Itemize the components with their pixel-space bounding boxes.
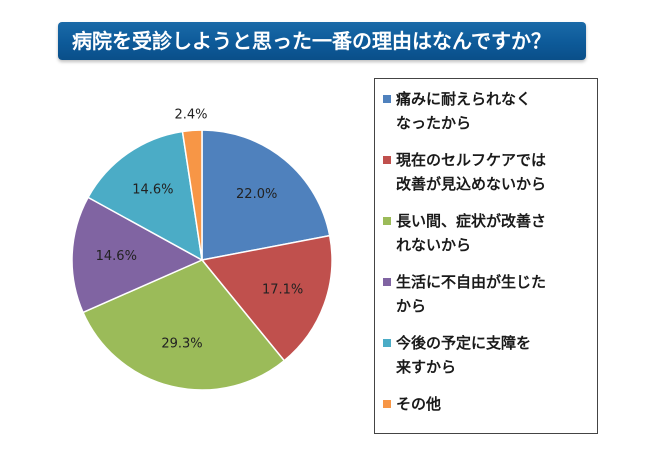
pie-slice — [82, 259, 286, 391]
legend-swatch — [383, 339, 391, 347]
pie-slice — [181, 129, 203, 261]
legend-item: 長い間、症状が改善さ れないから — [383, 209, 591, 257]
slice-value-label: 17.1% — [262, 282, 303, 297]
pie-slice — [87, 130, 203, 262]
legend-label-line: 改善が見込めないから — [396, 175, 547, 193]
legend-label-line: 生活に不自由が生じた — [396, 273, 547, 291]
legend-label-line: から — [396, 297, 427, 315]
legend-item: 生活に不自由が生じた から — [383, 270, 591, 318]
legend-item: 現在のセルフケアでは 改善が見込めないから — [383, 148, 591, 196]
slice-value-label: 2.4% — [174, 107, 207, 122]
legend-swatch — [383, 400, 391, 408]
slice-value-label: 14.6% — [132, 183, 173, 198]
legend-item: その他 — [383, 392, 591, 416]
legend-label: 長い間、症状が改善さ れないから — [396, 209, 546, 257]
legend-swatch — [383, 156, 391, 164]
legend-label-line: 現在のセルフケアでは — [396, 151, 547, 169]
legend-swatch — [383, 278, 391, 286]
slice-value-label: 29.3% — [161, 336, 202, 351]
legend-label-line: 痛みに耐えられなく — [396, 90, 532, 108]
slice-value-label: 22.0% — [236, 187, 277, 202]
legend-label-line: なったから — [396, 114, 472, 132]
legend-label-line: その他 — [396, 395, 442, 413]
legend-label: その他 — [396, 392, 441, 416]
legend-label: 生活に不自由が生じた から — [396, 270, 546, 318]
legend-label-line: 来すから — [396, 358, 457, 376]
pie-slice — [200, 234, 333, 362]
legend-label: 現在のセルフケアでは 改善が見込めないから — [396, 148, 546, 196]
legend-label-line: 長い間、症状が改善さ — [396, 212, 547, 230]
legend-swatch — [383, 95, 391, 103]
chart-title: 病院を受診しようと思った一番の理由はなんですか？ — [58, 22, 586, 60]
pie-slice — [201, 129, 331, 261]
legend-swatch — [383, 217, 391, 225]
legend-label-line: 今後の予定に支障を — [396, 334, 532, 352]
legend: 痛みに耐えられなく なったから 現在のセルフケアでは 改善が見込めないから 長い… — [374, 78, 598, 434]
legend-label-line: れないから — [396, 236, 472, 254]
legend-label: 痛みに耐えられなく なったから — [396, 87, 531, 135]
pie-slice — [71, 196, 204, 314]
legend-item: 痛みに耐えられなく なったから — [383, 87, 591, 135]
legend-label: 今後の予定に支障を 来すから — [396, 331, 531, 379]
legend-item: 今後の予定に支障を 来すから — [383, 331, 591, 379]
slice-value-label: 14.6% — [96, 249, 137, 264]
